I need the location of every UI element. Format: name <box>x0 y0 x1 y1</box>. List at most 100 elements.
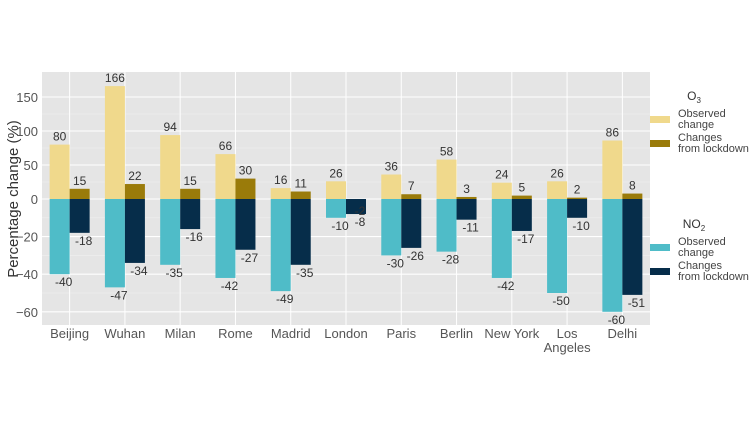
data-label: 66 <box>219 139 233 153</box>
y-tick-label: −20 <box>16 230 38 245</box>
bar <box>69 188 90 199</box>
x-tick-label: Wuhan <box>104 326 145 341</box>
bar <box>124 199 145 263</box>
bar <box>180 199 201 230</box>
bars <box>49 86 643 312</box>
bar <box>270 188 291 199</box>
data-label: 11 <box>294 177 307 191</box>
bar <box>69 199 90 233</box>
data-label: 5 <box>518 181 525 195</box>
legend-swatch <box>650 268 670 275</box>
x-tick-label: London <box>324 326 367 341</box>
bar <box>104 199 125 288</box>
data-label: 58 <box>440 145 454 159</box>
bar <box>622 199 643 295</box>
x-tick-label: Delhi <box>608 326 638 341</box>
bar <box>235 178 256 199</box>
data-label: 15 <box>184 174 198 188</box>
bar <box>270 199 291 292</box>
bar <box>401 199 422 248</box>
data-label: 36 <box>385 160 399 174</box>
bar <box>160 135 181 199</box>
data-label: -51 <box>628 296 646 310</box>
data-label: 94 <box>164 120 178 134</box>
bar <box>160 199 181 265</box>
y-tick-label: 150 <box>16 90 38 105</box>
data-label: 26 <box>329 166 343 180</box>
y-tick-label: 50 <box>24 158 38 173</box>
x-tick-label: Madrid <box>271 326 311 341</box>
bar <box>602 199 623 312</box>
x-tick-label: Los <box>557 326 578 341</box>
data-label: -16 <box>186 230 204 244</box>
data-label: 2 <box>574 183 581 197</box>
bar <box>235 199 256 250</box>
x-tick-label: Berlin <box>440 326 473 341</box>
legend-label: from lockdown <box>678 271 749 283</box>
legend-label: Observed <box>678 236 726 248</box>
bar <box>456 196 477 199</box>
data-label: -10 <box>331 219 349 233</box>
data-label: 15 <box>73 174 87 188</box>
legend-label: from lockdown <box>678 143 749 155</box>
legend-swatch <box>650 140 670 147</box>
data-label: 80 <box>53 130 67 144</box>
bar <box>124 184 145 199</box>
bar <box>381 199 402 256</box>
bar <box>326 181 346 199</box>
bar <box>567 197 588 199</box>
bar <box>49 144 70 199</box>
bar <box>602 140 623 199</box>
data-label: 86 <box>606 126 620 140</box>
x-tick-label: Beijing <box>50 326 89 341</box>
data-labels: 8015-40-1816622-47-349415-35-166630-42-2… <box>53 71 645 327</box>
x-tick-label: Milan <box>165 326 196 341</box>
data-label: -8 <box>355 215 366 229</box>
x-tick-label: Angeles <box>544 340 591 355</box>
bar <box>511 199 532 231</box>
data-label: -28 <box>442 253 460 267</box>
legend-swatch <box>650 116 670 123</box>
data-label: -26 <box>407 249 425 263</box>
data-label: -42 <box>221 279 239 293</box>
x-axis-ticks: Beijing Wuhan Milan Rome Madrid London Paris Be… <box>50 326 637 355</box>
data-label: -10 <box>572 219 590 233</box>
bar <box>456 199 477 220</box>
data-label: -40 <box>55 275 73 289</box>
data-label: 26 <box>550 166 564 180</box>
legend-label: Changes <box>678 260 723 272</box>
bar <box>290 191 311 199</box>
bar <box>215 154 236 199</box>
data-label: -30 <box>387 256 405 270</box>
bar <box>491 199 512 278</box>
data-label: 8 <box>629 179 636 193</box>
bar <box>622 193 643 199</box>
bar <box>436 199 457 252</box>
bar <box>567 199 588 218</box>
data-label: 30 <box>239 164 253 178</box>
data-label: 22 <box>128 169 142 183</box>
y-axis-ticks: 150 100 50 0 −20 −40 −60 <box>16 90 38 320</box>
legend-label: Changes <box>678 132 723 144</box>
bar <box>491 182 512 199</box>
bar <box>547 181 568 199</box>
y-tick-label: −40 <box>16 267 38 282</box>
bar <box>547 199 568 293</box>
data-label: -34 <box>130 264 148 278</box>
bar <box>381 174 402 199</box>
data-label: -42 <box>497 279 515 293</box>
data-label: -11 <box>462 221 479 235</box>
bar <box>104 86 125 199</box>
data-label: -35 <box>166 266 184 280</box>
y-tick-label: 0 <box>31 192 38 207</box>
bar <box>436 159 457 199</box>
data-label: -27 <box>241 251 259 265</box>
legend-label: change <box>678 119 714 131</box>
y-tick-label: 100 <box>16 124 38 139</box>
data-label: -2 <box>355 204 366 218</box>
data-label: -60 <box>608 313 626 327</box>
data-label: 24 <box>495 168 509 182</box>
data-label: 16 <box>274 173 288 187</box>
data-label: -50 <box>552 294 570 308</box>
